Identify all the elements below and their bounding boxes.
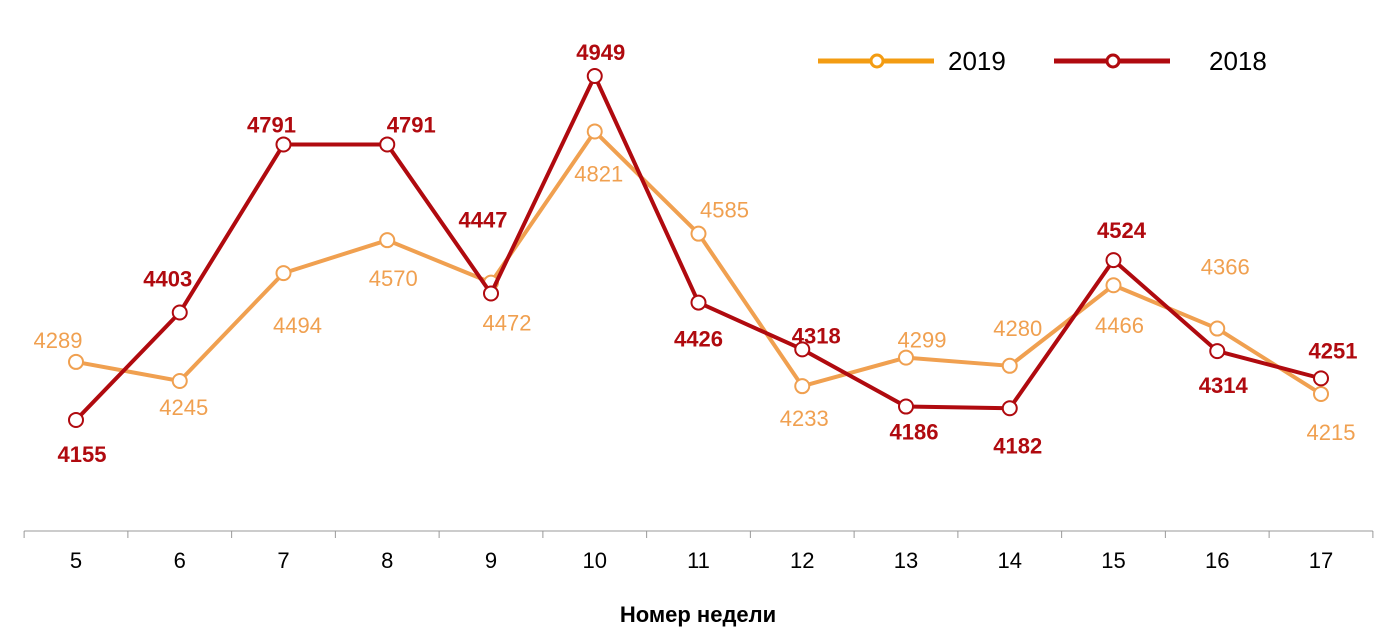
data-point-marker-icon[interactable] xyxy=(379,136,396,153)
data-label-2019: 4472 xyxy=(483,311,532,336)
data-point-marker-icon[interactable] xyxy=(68,411,84,428)
data-label-2018: 4314 xyxy=(1199,373,1249,398)
legend-marker-icon-2019 xyxy=(869,53,885,69)
x-tick-label: 5 xyxy=(70,548,82,573)
data-point-marker-icon[interactable] xyxy=(1001,357,1018,374)
data-label-2018: 4791 xyxy=(247,112,296,137)
legend-item-2018[interactable]: 2018 xyxy=(1054,46,1267,76)
x-tick-label: 8 xyxy=(381,548,393,573)
data-label-2018: 4155 xyxy=(58,442,107,467)
data-point-marker-icon[interactable] xyxy=(1105,252,1122,269)
data-point-marker-icon[interactable] xyxy=(275,136,292,153)
series-line-2019 xyxy=(75,129,1323,396)
data-labels: 4289 4245 4494 4570 4472 4821 4585 4233 4299 4280… xyxy=(34,40,1358,467)
data-label-2018: 4251 xyxy=(1309,338,1358,363)
data-label-2019: 4233 xyxy=(780,406,829,431)
x-tick-label: 6 xyxy=(174,548,186,573)
data-label-2019: 4289 xyxy=(34,328,83,353)
x-tick-label: 14 xyxy=(998,548,1022,573)
x-tick-label: 7 xyxy=(277,548,289,573)
data-label-2018: 4186 xyxy=(890,420,939,445)
data-point-marker-icon[interactable] xyxy=(1313,370,1329,387)
x-tick-label: 11 xyxy=(687,548,710,573)
data-label-2019: 4280 xyxy=(993,316,1042,341)
x-tick-label: 16 xyxy=(1205,548,1229,573)
legend-item-2019[interactable]: 2019 xyxy=(818,46,1006,76)
data-point-marker-icon[interactable] xyxy=(586,123,603,140)
x-tick-label: 10 xyxy=(583,548,607,573)
data-label-2018: 4791 xyxy=(387,112,436,137)
data-point-marker-icon[interactable] xyxy=(1001,400,1018,417)
data-label-2019: 4366 xyxy=(1201,255,1250,280)
data-point-marker-icon[interactable] xyxy=(275,265,292,282)
data-label-2019: 4245 xyxy=(159,395,208,420)
data-point-marker-icon[interactable] xyxy=(171,372,188,389)
data-point-marker-icon[interactable] xyxy=(1105,277,1122,294)
x-tick-label: 17 xyxy=(1309,548,1333,573)
data-point-marker-icon[interactable] xyxy=(690,225,707,242)
legend-marker-icon-2018 xyxy=(1105,53,1121,69)
data-point-marker-icon[interactable] xyxy=(794,378,811,395)
legend-label-2019: 2019 xyxy=(948,46,1006,76)
data-point-marker-icon[interactable] xyxy=(379,232,396,249)
x-axis-title: Номер недели xyxy=(620,602,776,627)
x-tick-label: 9 xyxy=(485,548,497,573)
data-label-2018: 4182 xyxy=(993,433,1042,458)
series-2019 xyxy=(68,123,1329,402)
data-label-2018: 4426 xyxy=(674,327,723,352)
data-label-2019: 4215 xyxy=(1307,420,1356,445)
data-label-2019: 4585 xyxy=(700,198,749,223)
data-point-marker-icon[interactable] xyxy=(68,353,84,370)
data-point-marker-icon[interactable] xyxy=(898,398,914,415)
series-2018 xyxy=(68,68,1329,428)
data-point-marker-icon[interactable] xyxy=(1313,385,1329,402)
data-label-2018: 4949 xyxy=(576,40,625,65)
legend-label-2018: 2018 xyxy=(1209,46,1267,76)
data-point-marker-icon[interactable] xyxy=(690,294,707,311)
data-label-2018: 4447 xyxy=(459,207,508,232)
x-tick-label: 13 xyxy=(894,548,918,573)
data-label-2019: 4821 xyxy=(574,161,623,186)
legend: 2019 2018 xyxy=(818,46,1267,76)
x-tick-label: 12 xyxy=(790,548,814,573)
data-label-2018: 4403 xyxy=(143,267,192,292)
data-point-marker-icon[interactable] xyxy=(1209,320,1226,337)
data-point-marker-icon[interactable] xyxy=(1209,343,1226,360)
data-point-marker-icon[interactable] xyxy=(898,349,914,366)
data-point-marker-icon[interactable] xyxy=(483,285,499,302)
data-label-2018: 4318 xyxy=(792,323,841,348)
data-point-marker-icon[interactable] xyxy=(171,304,188,321)
data-label-2019: 4466 xyxy=(1095,313,1144,338)
data-point-marker-icon[interactable] xyxy=(794,341,811,358)
data-label-2018: 4524 xyxy=(1097,218,1147,243)
x-axis: 5 6 7 8 9 10 11 12 13 14 15 16 17 xyxy=(23,530,1374,573)
x-tick-label: 15 xyxy=(1101,548,1125,573)
data-label-2019: 4570 xyxy=(369,266,418,291)
data-label-2019: 4299 xyxy=(898,328,947,353)
data-point-marker-icon[interactable] xyxy=(586,68,603,84)
data-label-2019: 4494 xyxy=(273,313,322,338)
